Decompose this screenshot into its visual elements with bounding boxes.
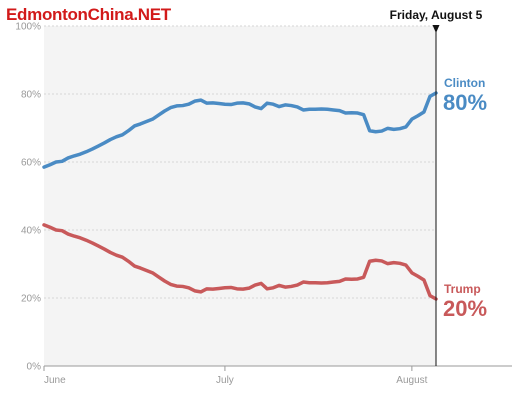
end-label-value-clinton: 80% [443, 90, 487, 115]
current-date-label: Friday, August 5 [390, 8, 483, 22]
x-axis-ticks: June July August [43, 366, 428, 386]
y-tick-label: 20% [21, 294, 41, 305]
x-tick-label: August [396, 375, 427, 386]
series-lines [42, 91, 438, 301]
series-line-trump [42, 223, 438, 301]
y-tick-label: 0% [27, 362, 42, 373]
y-tick-label: 40% [21, 226, 41, 237]
series-line-clinton [42, 91, 438, 169]
grid-lines [44, 25, 436, 299]
plot-background [44, 26, 436, 366]
y-tick-label: 100% [15, 22, 41, 33]
current-date-marker-arrow [432, 25, 440, 33]
end-label-value-trump: 20% [443, 296, 487, 321]
end-label-name-clinton: Clinton [444, 76, 485, 90]
watermark: EdmontonChina.NET [6, 5, 172, 24]
y-tick-label: 80% [21, 90, 41, 101]
y-axis-ticks: 0% 20% 40% 60% 80% 100% [15, 22, 41, 373]
x-tick-label: June [44, 375, 66, 386]
end-label-name-trump: Trump [444, 282, 481, 296]
x-tick-label: July [216, 375, 234, 386]
y-tick-label: 60% [21, 158, 41, 169]
